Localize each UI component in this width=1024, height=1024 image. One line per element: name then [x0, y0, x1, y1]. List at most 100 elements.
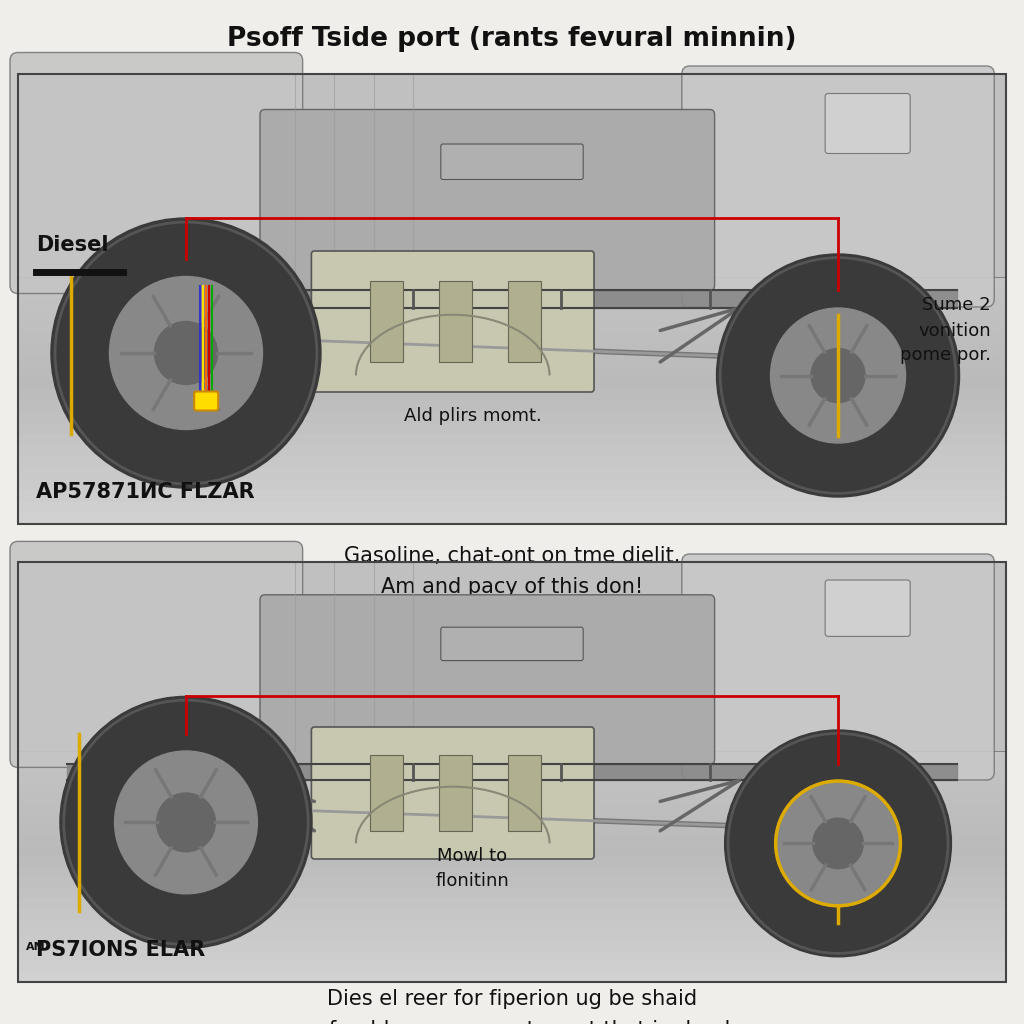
Bar — [18, 708, 1006, 720]
FancyBboxPatch shape — [10, 542, 303, 767]
Bar — [18, 845, 1006, 856]
Bar — [18, 834, 1006, 846]
Bar — [18, 961, 1006, 972]
Bar — [18, 456, 1006, 468]
Bar — [18, 624, 1006, 636]
Bar — [18, 929, 1006, 940]
Bar — [18, 781, 1006, 793]
Bar — [18, 719, 1006, 730]
Bar — [18, 197, 1006, 209]
Bar — [18, 321, 1006, 333]
Bar — [18, 399, 1006, 412]
FancyBboxPatch shape — [441, 144, 583, 179]
Bar — [18, 613, 1006, 625]
Bar — [18, 332, 1006, 344]
Bar — [18, 677, 1006, 688]
Text: Psoff Tside port (rants fevural minnin): Psoff Tside port (rants fevural minnin) — [227, 26, 797, 52]
FancyBboxPatch shape — [682, 66, 994, 307]
Bar — [18, 603, 1006, 614]
Wedge shape — [743, 299, 933, 394]
FancyBboxPatch shape — [825, 580, 910, 636]
Bar — [18, 152, 1006, 164]
FancyBboxPatch shape — [311, 727, 594, 859]
Bar — [18, 275, 1006, 288]
Circle shape — [157, 793, 215, 852]
Bar — [18, 118, 1006, 130]
FancyBboxPatch shape — [260, 110, 715, 291]
Bar — [18, 729, 1006, 740]
Bar — [18, 433, 1006, 445]
Bar — [439, 756, 472, 830]
Bar — [18, 771, 1006, 782]
Wedge shape — [82, 267, 290, 372]
Text: Gasoline, chat-ont on tme dielit.
Am and pacy of this don!: Gasoline, chat-ont on tme dielit. Am and… — [344, 546, 680, 597]
Bar — [18, 467, 1006, 479]
Bar — [18, 501, 1006, 513]
Circle shape — [811, 348, 865, 402]
Bar — [18, 655, 1006, 667]
FancyBboxPatch shape — [682, 554, 994, 780]
FancyBboxPatch shape — [18, 74, 1006, 276]
Wedge shape — [88, 742, 284, 840]
Text: Mowl to
flonitinn: Mowl to flonitinn — [435, 847, 509, 890]
Bar — [18, 219, 1006, 231]
Circle shape — [155, 322, 217, 384]
Bar — [18, 74, 1006, 524]
FancyBboxPatch shape — [10, 52, 303, 294]
FancyBboxPatch shape — [311, 251, 594, 392]
Bar — [18, 697, 1006, 709]
Bar — [18, 106, 1006, 119]
Bar — [439, 281, 472, 362]
Bar — [18, 561, 1006, 572]
Circle shape — [115, 751, 257, 894]
Bar — [18, 645, 1006, 656]
Bar — [18, 739, 1006, 751]
Bar — [18, 478, 1006, 490]
Bar — [18, 865, 1006, 877]
Bar — [18, 298, 1006, 310]
Bar — [18, 855, 1006, 866]
Bar — [18, 949, 1006, 961]
Bar — [18, 95, 1006, 108]
Bar — [18, 489, 1006, 502]
Bar — [18, 174, 1006, 186]
Text: Sume 2
vonition
pome por.: Sume 2 vonition pome por. — [900, 297, 991, 365]
Bar — [18, 813, 1006, 824]
Circle shape — [110, 276, 262, 429]
Bar — [18, 163, 1006, 175]
Bar — [18, 366, 1006, 378]
Bar — [18, 287, 1006, 299]
Bar — [18, 887, 1006, 898]
Bar — [18, 876, 1006, 888]
Bar — [18, 208, 1006, 220]
Bar — [18, 264, 1006, 276]
Bar — [18, 129, 1006, 141]
Text: PS7IONS ELAR: PS7IONS ELAR — [36, 940, 205, 961]
Bar — [370, 281, 402, 362]
Bar — [18, 343, 1006, 355]
Bar — [370, 756, 402, 830]
Bar — [18, 84, 1006, 96]
Bar — [18, 73, 1006, 85]
Bar — [18, 761, 1006, 772]
Circle shape — [717, 254, 959, 497]
Bar — [18, 444, 1006, 457]
FancyBboxPatch shape — [18, 562, 1006, 751]
Bar — [18, 823, 1006, 835]
FancyBboxPatch shape — [441, 627, 583, 660]
Bar — [18, 792, 1006, 804]
Circle shape — [51, 218, 321, 488]
Circle shape — [813, 818, 863, 868]
Circle shape — [775, 780, 901, 906]
FancyBboxPatch shape — [260, 595, 715, 764]
Bar — [18, 411, 1006, 423]
Bar — [18, 253, 1006, 265]
Bar — [18, 354, 1006, 367]
Text: AP57871ͶC FLZAR: AP57871ͶC FLZAR — [36, 482, 255, 502]
Bar — [18, 907, 1006, 919]
FancyBboxPatch shape — [195, 391, 218, 411]
Bar — [18, 918, 1006, 930]
Bar — [18, 897, 1006, 908]
Bar — [18, 512, 1006, 524]
Bar — [18, 635, 1006, 646]
